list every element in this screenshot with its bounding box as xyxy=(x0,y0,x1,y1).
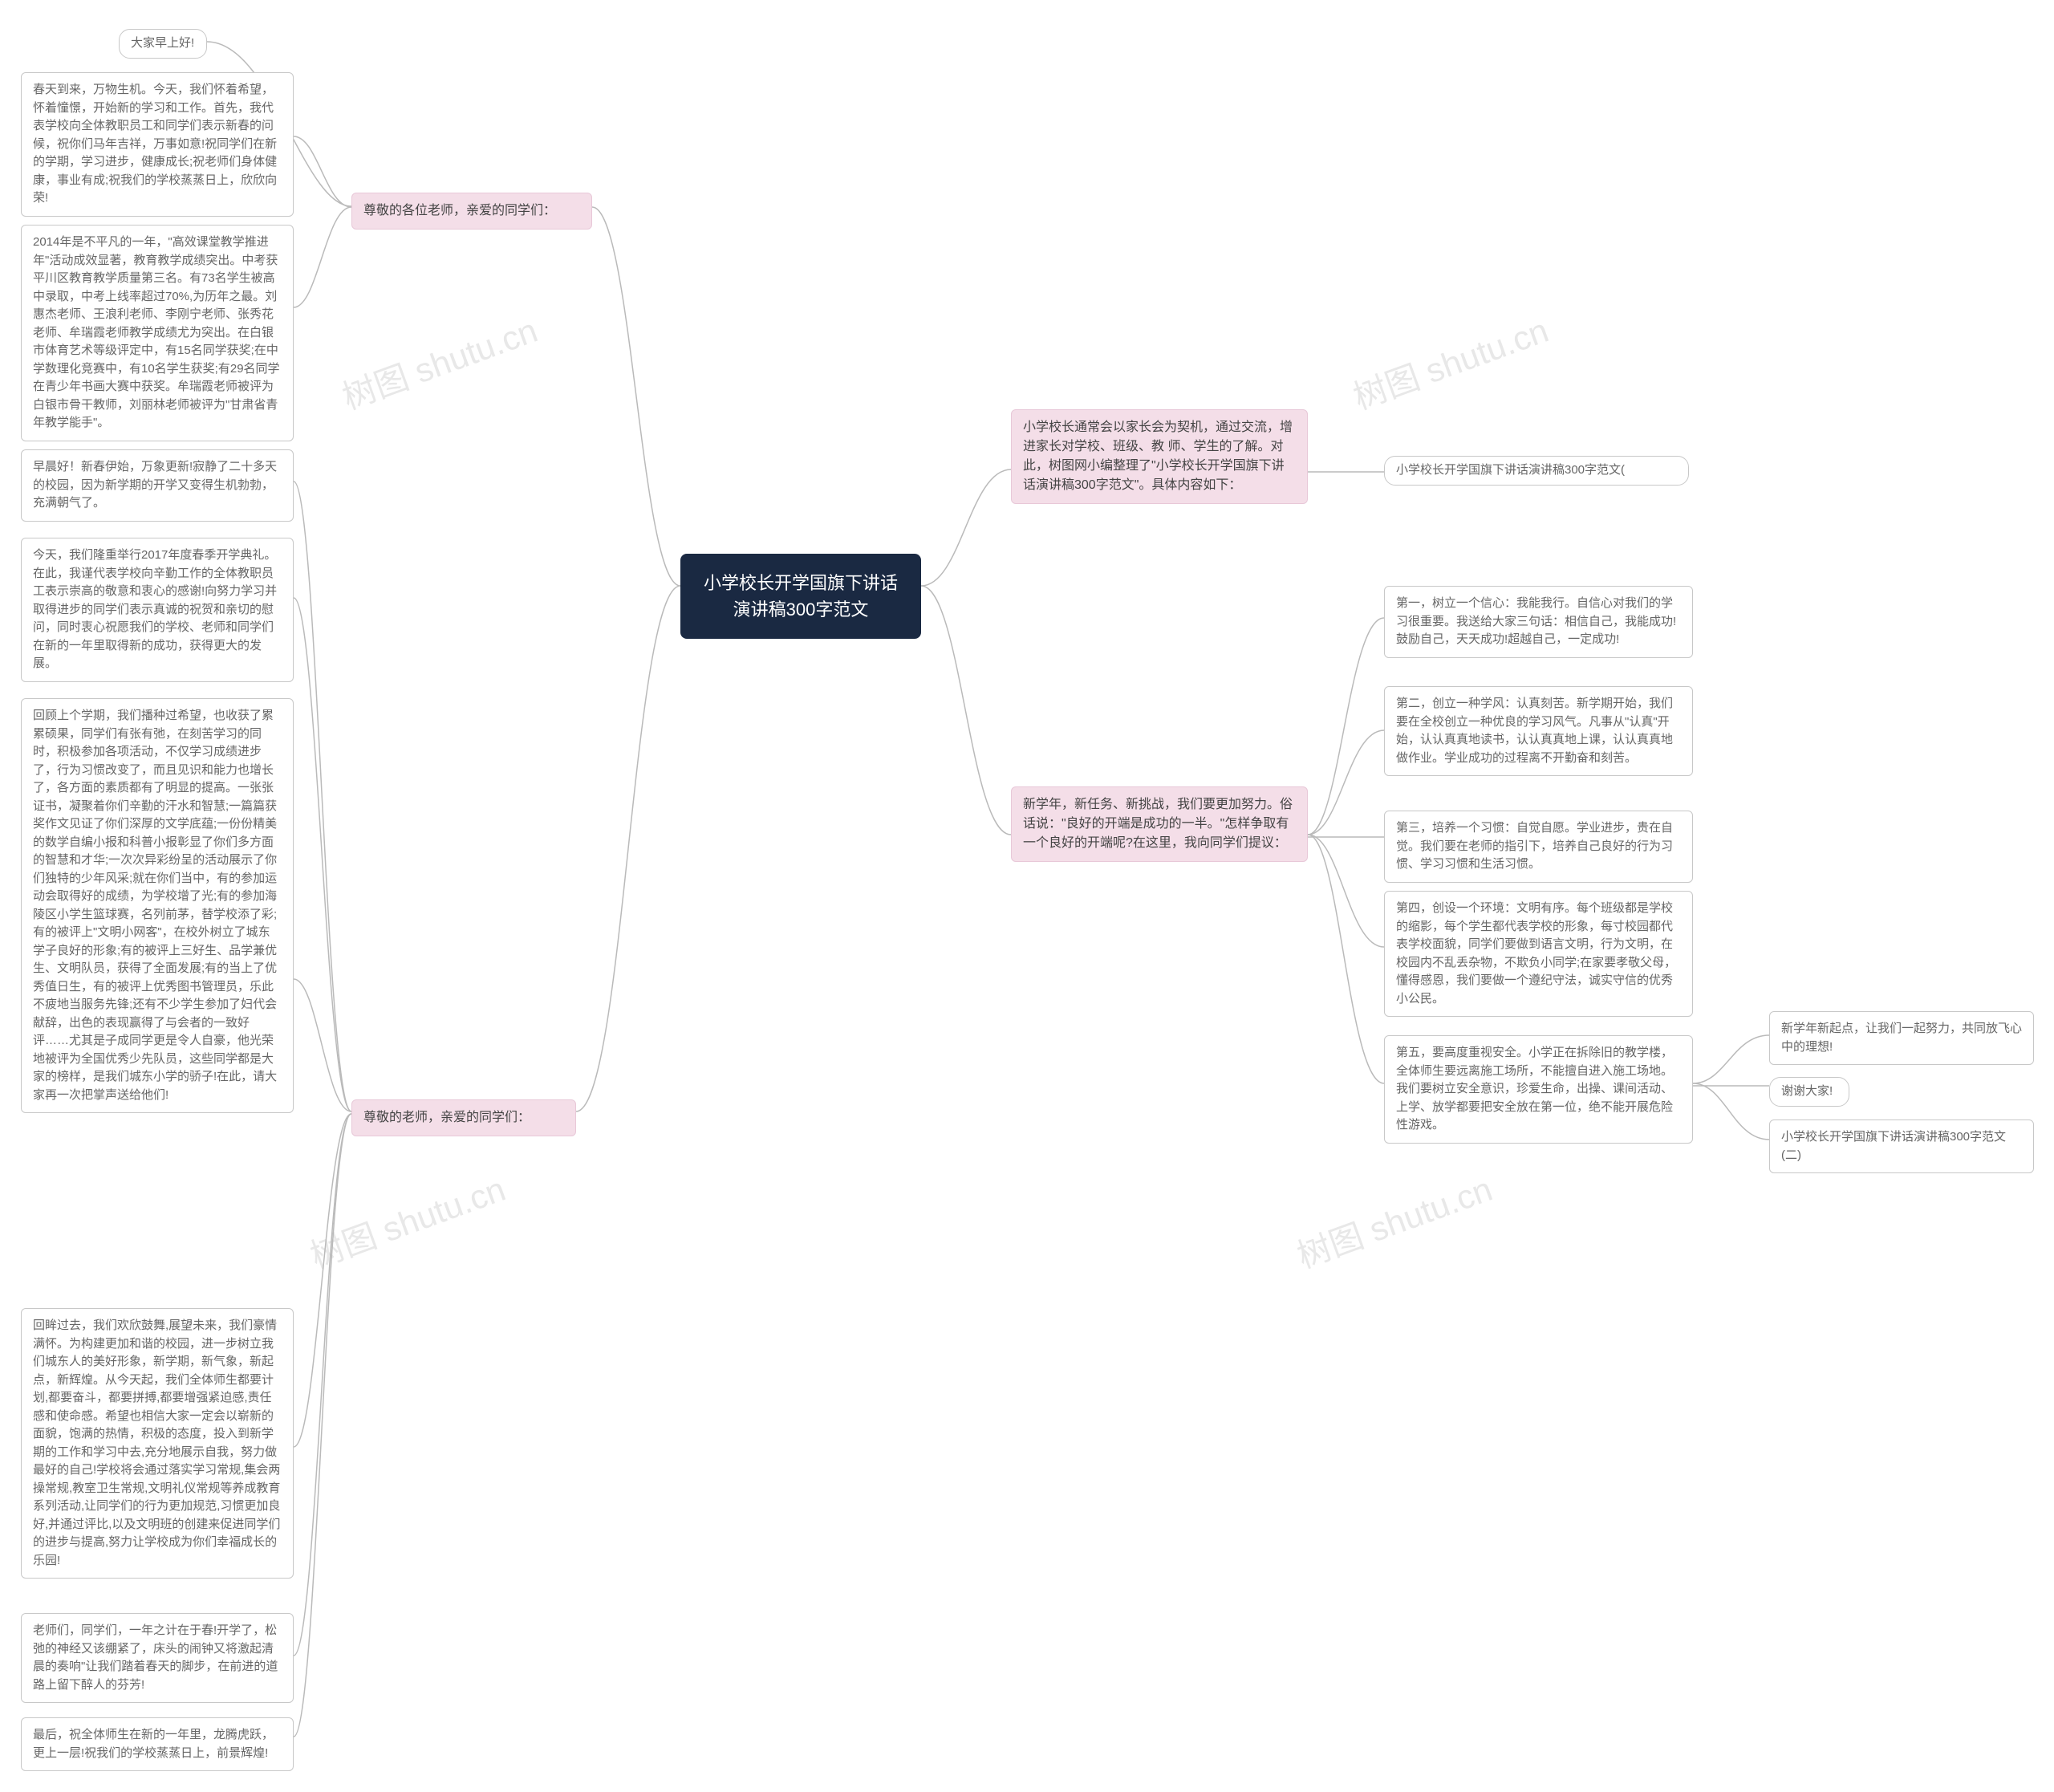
left-branch-teachers2: 尊敬的老师，亲爱的同学们： xyxy=(351,1099,576,1136)
right-leaf-point5: 第五，要高度重视安全。小学正在拆除旧的教学楼，全体师生要远离施工场所，不能擅自进… xyxy=(1384,1035,1693,1144)
right-leaf-point5-b: 谢谢大家! xyxy=(1769,1077,1849,1107)
right-leaf-point4: 第四，创设一个环境：文明有序。每个班级都是学校的缩影，每个学生都代表学校的形象，… xyxy=(1384,891,1693,1017)
left-leaf-spring: 春天到来，万物生机。今天，我们怀着希望，怀着憧憬，开始新的学习和工作。首先，我代… xyxy=(21,72,294,217)
right-leaf-point5-c: 小学校长开学国旗下讲话演讲稿300字范文(二) xyxy=(1769,1119,2034,1173)
left-leaf-year: 老师们，同学们，一年之计在于春!开学了，松弛的神经又该绷紧了，床头的闹钟又将激起… xyxy=(21,1613,294,1703)
left-branch-teachers1: 尊敬的各位老师，亲爱的同学们： xyxy=(351,193,592,230)
right-leaf-point5-a: 新学年新起点，让我们一起努力，共同放飞心中的理想! xyxy=(1769,1011,2034,1065)
connector xyxy=(1308,730,1384,843)
connector xyxy=(294,207,351,311)
right-leaf-point2: 第二，创立一种学风：认真刻苦。新学期开始，我们要在全校创立一种优良的学习风气。凡… xyxy=(1384,686,1693,776)
connector xyxy=(921,465,1011,594)
right-branch-newyear: 新学年，新任务、新挑战，我们要更加努力。俗话说："良好的开端是成功的一半。"怎样… xyxy=(1011,786,1308,862)
left-leaf-2014: 2014年是不平凡的一年，"高效课堂教学推进年"活动成效显著，教育教学成绩突出。… xyxy=(21,225,294,441)
connector xyxy=(294,136,351,210)
left-leaf-final: 最后，祝全体师生在新的一年里，龙腾虎跃，更上一层!祝我们的学校蒸蒸日上，前景辉煌… xyxy=(21,1717,294,1771)
left-leaf-greet: 大家早上好! xyxy=(119,29,207,59)
watermark: 树图 shutu.cn xyxy=(1289,1162,1498,1278)
connector xyxy=(294,1114,351,1740)
connector xyxy=(1693,1083,1769,1148)
right-leaf-point1: 第一，树立一个信心：我能我行。自信心对我们的学习很重要。我送给大家三句话：相信自… xyxy=(1384,586,1693,658)
connector xyxy=(294,979,351,1115)
connector xyxy=(576,586,680,1115)
left-leaf-ceremony: 今天，我们隆重举行2017年度春季开学典礼。在此，我谨代表学校向辛勤工作的全体教… xyxy=(21,538,294,682)
connector xyxy=(1308,835,1384,1091)
connector xyxy=(592,207,680,592)
right-branch-intro: 小学校长通常会以家长会为契机，通过交流，增进家长对学校、班级、教 师、学生的了解… xyxy=(1011,409,1308,504)
connector xyxy=(921,586,1011,843)
connector xyxy=(1308,469,1384,474)
root-node: 小学校长开学国旗下讲话演讲稿300字范文 xyxy=(680,554,921,639)
watermark: 树图 shutu.cn xyxy=(1346,303,1554,419)
right-leaf-essay-title: 小学校长开学国旗下讲话演讲稿300字范文( xyxy=(1384,456,1689,486)
watermark: 树图 shutu.cn xyxy=(335,303,543,419)
left-leaf-lookback: 回眸过去，我们欢欣鼓舞,展望未来，我们豪情满怀。为构建更加和谐的校园，进一步树立… xyxy=(21,1308,294,1579)
left-leaf-morning: 早晨好！新春伊始，万象更新!寂静了二十多天的校园，因为新学期的开学又变得生机勃勃… xyxy=(21,449,294,522)
right-leaf-point3: 第三，培养一个习惯：自觉自愿。学业进步，贵在自觉。我们要在老师的指引下，培养自己… xyxy=(1384,811,1693,883)
left-leaf-review: 回顾上个学期，我们播种过希望，也收获了累累硕果，同学们有张有弛，在刻苦学习的同时… xyxy=(21,698,294,1113)
